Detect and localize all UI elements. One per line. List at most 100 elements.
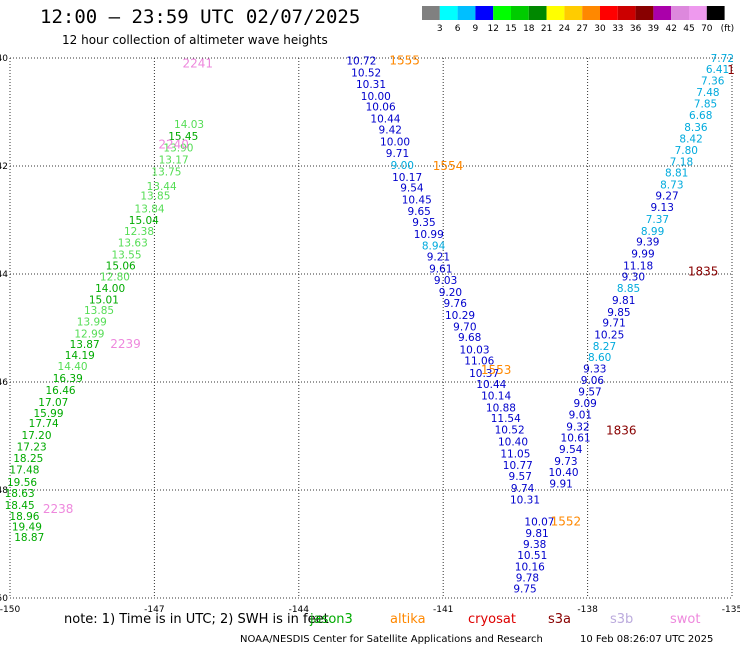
wave-height-label: 13.87 bbox=[70, 339, 100, 351]
legend-tick-label: 15 bbox=[505, 24, 516, 34]
wave-height-label: 9.61 bbox=[429, 264, 452, 276]
wave-height-label: 10.25 bbox=[594, 329, 624, 341]
wave-height-label: 9.81 bbox=[525, 528, 548, 540]
pass-time-label: 2241 bbox=[182, 56, 213, 70]
wave-height-label: 9.21 bbox=[427, 252, 450, 264]
wave-height-label: 9.09 bbox=[573, 398, 596, 410]
pass-time-label: 1836 bbox=[606, 424, 637, 438]
legend-tick-label: 30 bbox=[594, 24, 606, 34]
legend-swatch bbox=[511, 6, 529, 20]
wave-height-label: 8.85 bbox=[617, 283, 640, 295]
wave-height-label: 19.56 bbox=[7, 477, 37, 489]
satellite-label-swot: swot bbox=[670, 612, 701, 627]
wave-height-label: 10.77 bbox=[503, 460, 533, 472]
wave-height-label: 11.54 bbox=[491, 413, 521, 425]
wave-height-label: 8.27 bbox=[593, 341, 616, 353]
legend-tick-label: 9 bbox=[473, 24, 479, 34]
wave-height-label: 10.06 bbox=[366, 102, 396, 114]
wave-height-label: 9.39 bbox=[636, 237, 659, 249]
wave-height-label: 13.85 bbox=[140, 191, 170, 203]
footer-credit: NOAA/NESDIS Center for Satellite Applica… bbox=[240, 634, 543, 645]
legend-swatch bbox=[528, 6, 547, 20]
legend-swatch bbox=[422, 6, 440, 20]
legend-swatch bbox=[671, 6, 689, 20]
pass-time-label: 1554 bbox=[433, 159, 464, 173]
satellite-label-cryosat: cryosat bbox=[468, 612, 516, 627]
wave-height-label: 10.31 bbox=[510, 495, 540, 507]
wave-height-label: 9.54 bbox=[559, 444, 583, 456]
wave-height-label: 14.40 bbox=[58, 361, 88, 373]
wave-height-label: 8.42 bbox=[679, 133, 702, 145]
wave-height-label: 7.72 bbox=[711, 53, 734, 65]
pass-time-label: 1553 bbox=[481, 363, 512, 377]
wave-height-label: 15.01 bbox=[89, 294, 119, 306]
wave-height-label: 17.20 bbox=[21, 430, 51, 442]
wave-height-label: 19.49 bbox=[12, 522, 42, 534]
x-tick-label: -141 bbox=[433, 605, 453, 615]
pass-time-label: 1835 bbox=[688, 264, 719, 278]
wave-height-label: 9.70 bbox=[453, 321, 476, 333]
wave-height-label: 9.27 bbox=[655, 191, 678, 203]
legend-tick-label: 27 bbox=[576, 24, 587, 34]
legend-tick-label: 42 bbox=[665, 24, 676, 34]
wave-height-label: 10.00 bbox=[380, 137, 410, 149]
wave-height-label: 17.07 bbox=[38, 397, 68, 409]
x-tick-label: -147 bbox=[144, 605, 164, 615]
wave-height-label: 9.35 bbox=[412, 217, 435, 229]
wave-height-label: 17.48 bbox=[9, 464, 39, 476]
wave-height-label: 16.46 bbox=[46, 385, 76, 397]
wave-height-label: 9.38 bbox=[523, 539, 546, 551]
pass-time-label: 1555 bbox=[389, 54, 420, 68]
legend-swatch bbox=[653, 6, 672, 20]
legend-tick-label: 12 bbox=[487, 24, 498, 34]
wave-height-label: 7.36 bbox=[701, 76, 725, 88]
y-tick-label: -48 bbox=[0, 486, 8, 496]
satellite-label-s3a: s3a bbox=[548, 612, 572, 627]
wave-height-label: 10.37 bbox=[469, 368, 499, 380]
pass-time-label: 2240 bbox=[158, 137, 189, 151]
wave-height-label: 10.72 bbox=[346, 56, 376, 68]
wave-height-label: 11.06 bbox=[464, 355, 494, 367]
wave-height-label: 10.40 bbox=[498, 436, 528, 448]
x-tick-label: -138 bbox=[577, 605, 598, 615]
legend-tick-label: 18 bbox=[523, 24, 535, 34]
track-right: 7.726.417.367.487.856.688.368.427.807.18… bbox=[549, 53, 735, 491]
wave-height-label: 7.80 bbox=[675, 145, 698, 157]
wave-height-label: 9.73 bbox=[554, 456, 577, 468]
wave-height-label: 10.14 bbox=[481, 391, 511, 403]
wave-height-label: 9.91 bbox=[549, 479, 572, 491]
wave-height-label: 9.03 bbox=[434, 275, 457, 287]
wave-height-label: 7.85 bbox=[694, 98, 717, 110]
wave-height-label: 10.00 bbox=[361, 91, 391, 103]
wave-height-label: 14.03 bbox=[174, 119, 204, 131]
wave-height-label: 10.52 bbox=[351, 68, 381, 80]
legend-swatch bbox=[546, 6, 565, 20]
wave-height-label: 9.65 bbox=[407, 206, 430, 218]
wave-height-label: 9.54 bbox=[400, 183, 424, 195]
pass-time-label: 2238 bbox=[43, 502, 74, 516]
wave-height-label: 13.85 bbox=[84, 305, 114, 317]
wave-height-label: 18.87 bbox=[14, 532, 44, 544]
wave-height-label: 9.74 bbox=[511, 483, 535, 495]
legend-tick-label: 24 bbox=[559, 24, 571, 34]
legend-swatch bbox=[617, 6, 636, 20]
wave-height-label: 9.20 bbox=[439, 287, 462, 299]
wave-height-label: 13.63 bbox=[118, 238, 148, 250]
legend-swatch bbox=[564, 6, 583, 20]
wave-height-label: 10.52 bbox=[495, 425, 525, 437]
wave-height-label: 14.19 bbox=[65, 350, 95, 362]
wave-height-label: 6.41 bbox=[706, 64, 729, 76]
wave-height-label: 7.18 bbox=[670, 157, 693, 169]
wave-height-label: 8.73 bbox=[660, 179, 683, 191]
wave-height-label: 10.31 bbox=[356, 79, 386, 91]
wave-height-label: 10.17 bbox=[392, 172, 422, 184]
footer-timestamp: 10 Feb 08:26:07 UTC 2025 bbox=[580, 634, 714, 645]
wave-height-label: 13.17 bbox=[159, 155, 189, 167]
legend-swatch bbox=[706, 6, 725, 20]
chart-title: 12:00 – 23:59 UTC 02/07/2025 bbox=[40, 6, 361, 28]
wave-height-label: 9.30 bbox=[622, 272, 645, 284]
wave-height-label: 8.60 bbox=[588, 352, 611, 364]
satellite-label-jason3: jason3 bbox=[310, 612, 353, 627]
footer-note: note: 1) Time is in UTC; 2) SWH is in fe… bbox=[64, 612, 329, 627]
